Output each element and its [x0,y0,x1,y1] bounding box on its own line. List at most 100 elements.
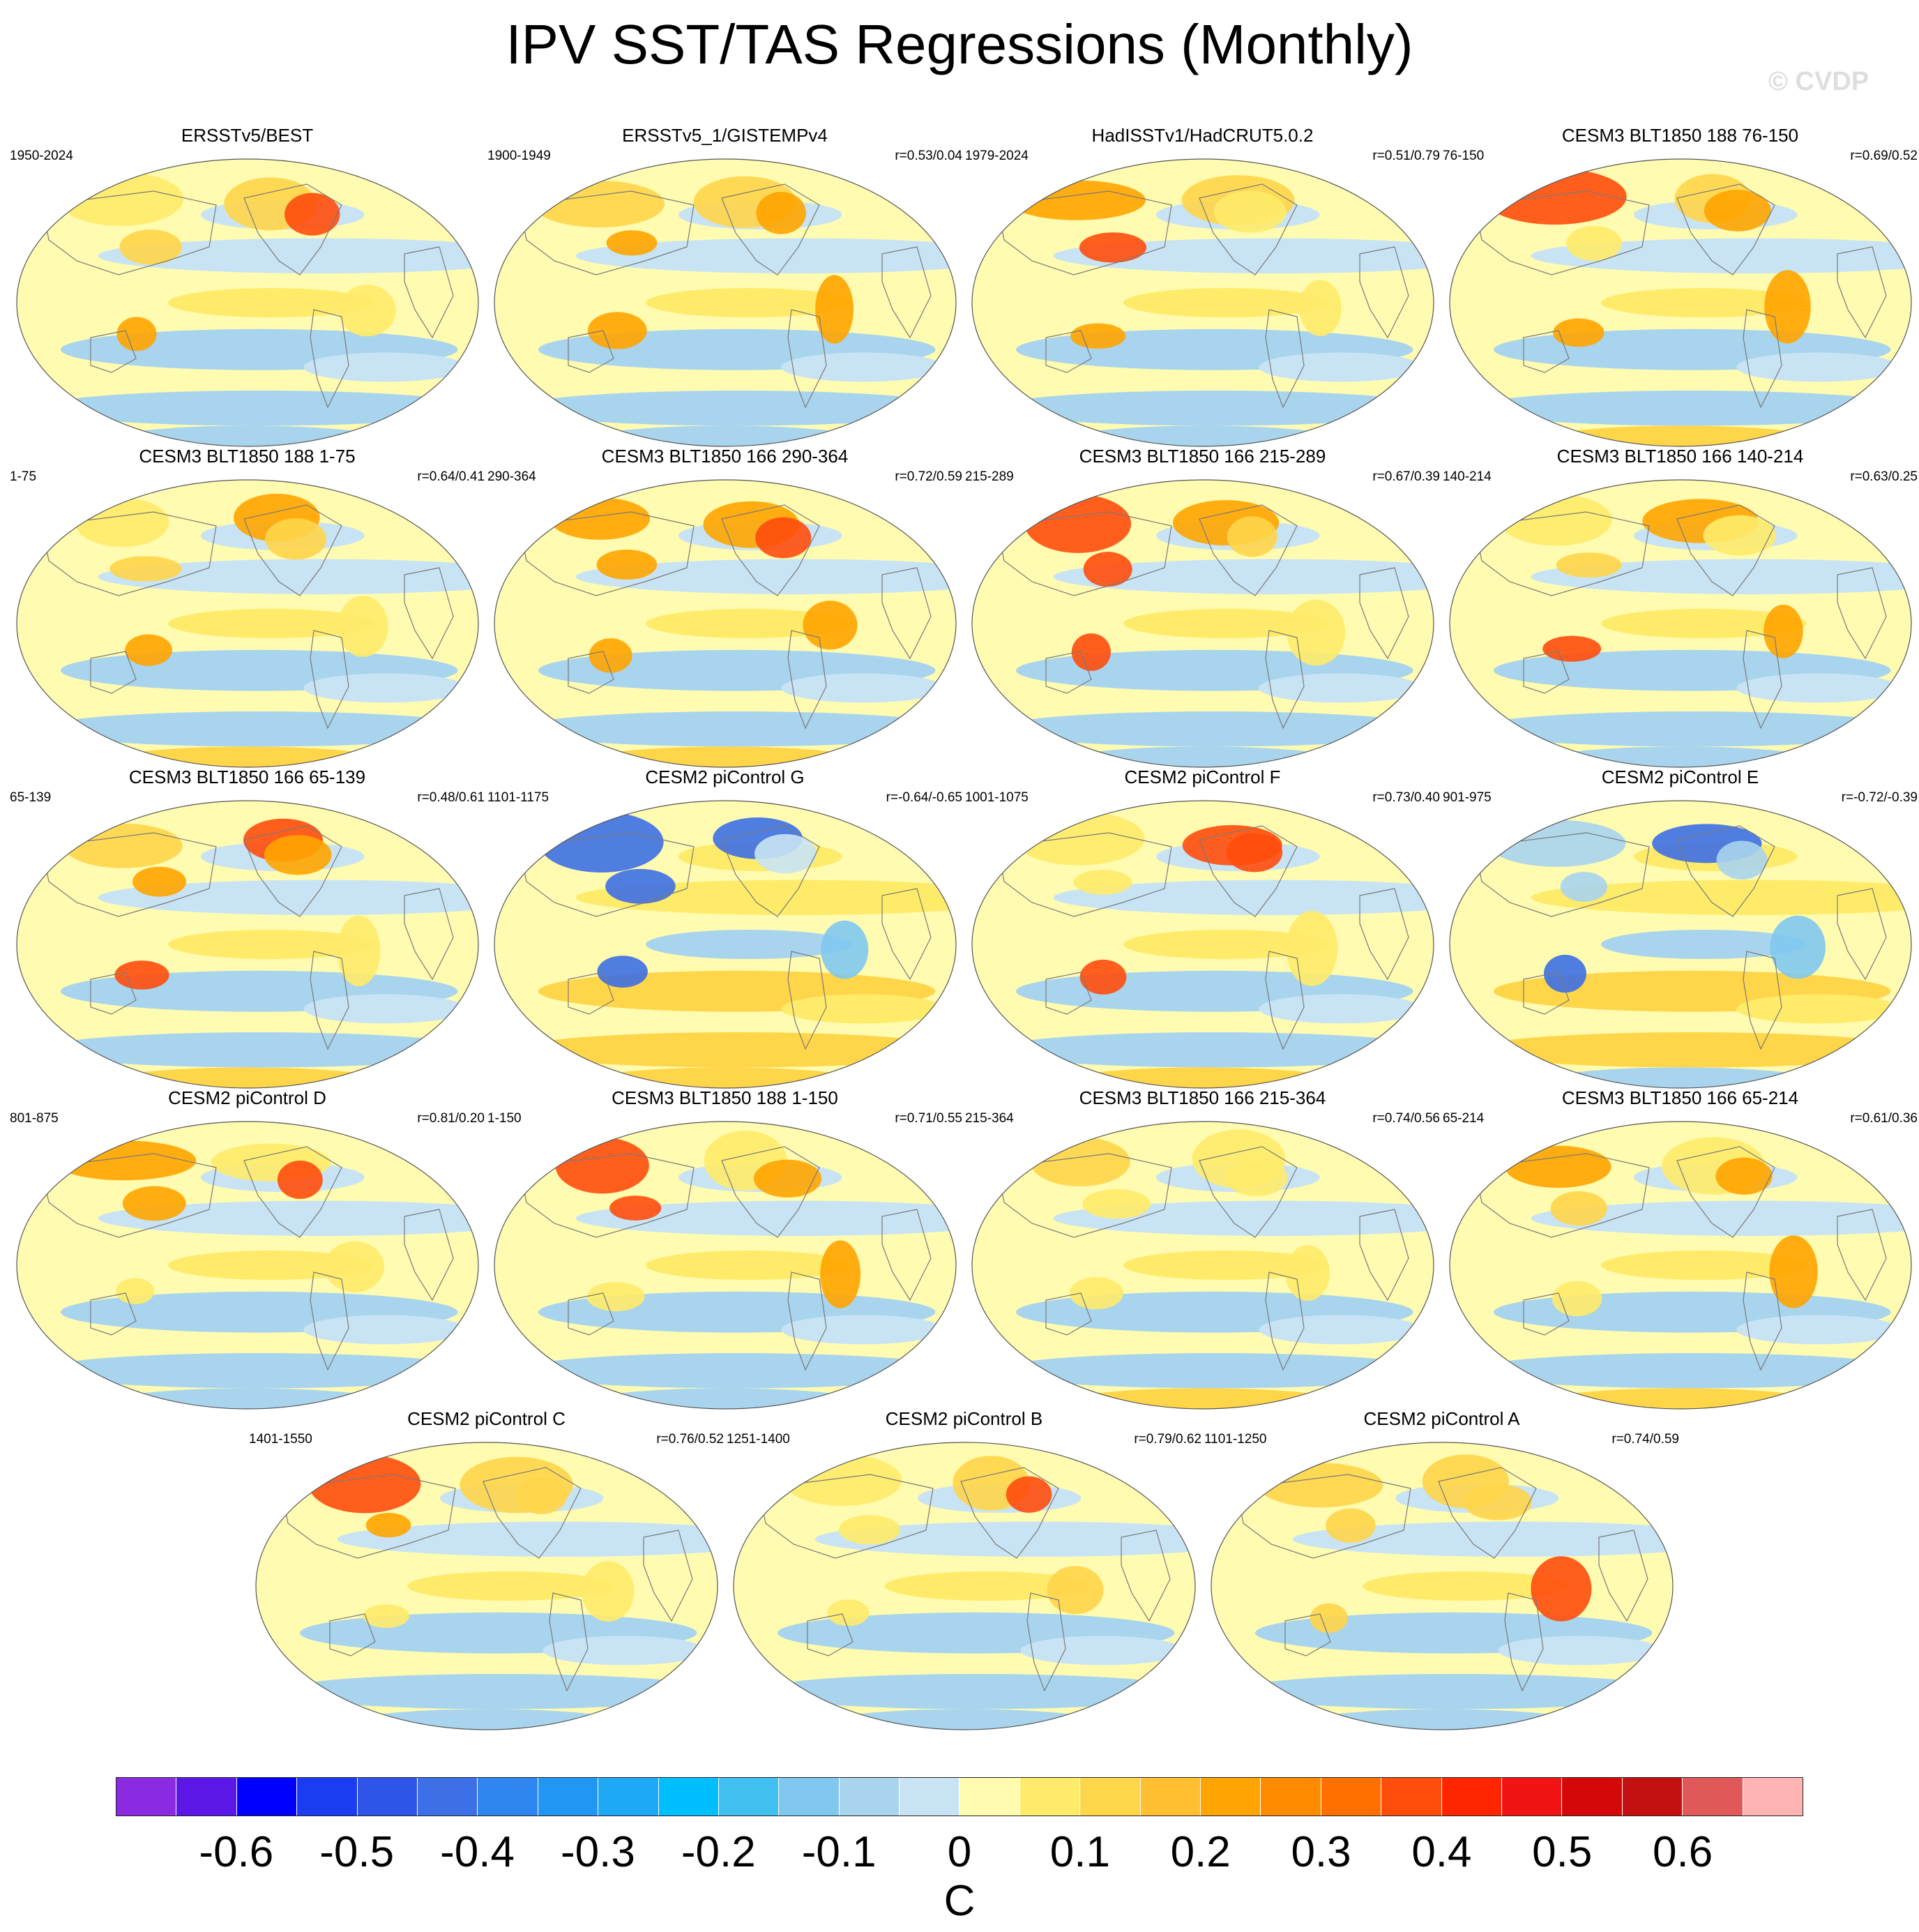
warm-anomaly-region [114,960,169,990]
continent-outline [41,832,217,917]
continent-outline [1265,630,1305,730]
colorbar-swatch [1743,1778,1803,1816]
warm-anomaly-region [821,920,869,979]
colorbar-tick-label: 0.3 [1291,1828,1351,1876]
panel-years: 801-875 [10,1111,59,1126]
tropical-pacific-anomaly [1601,288,1807,317]
colorbar-swatch [1261,1778,1321,1816]
panel-title: ERSSTv5/BEST [181,125,314,146]
warm-anomaly-region [803,601,858,650]
antarctic-anomaly [585,425,865,446]
continent-outline [1359,567,1409,660]
continent-outline [41,511,217,596]
tropical-pacific-anomaly [1123,930,1329,959]
map-panel: CESM2 piControl C 1401-1550 r=0.76/0.52 [248,1408,725,1735]
antarctic-anomaly [1063,746,1343,767]
warm-anomaly-region [538,811,664,873]
map-border [1449,800,1912,1089]
continent-outline [568,972,614,1015]
continent-outline [1474,832,1650,917]
tropical-pacific-anomaly [646,609,851,638]
panel-title: CESM2 piControl E [1601,767,1759,787]
panel-title: CESM2 piControl B [885,1408,1043,1429]
panel-title: CESM3 BLT1850 188 1-150 [612,1087,838,1108]
cool-anomaly-region [515,1032,956,1068]
colorbar-swatch [116,1778,177,1816]
panel-title: ERSSTv5_1/GISTEMPv4 [622,125,828,146]
warm-anomaly-region [1763,604,1803,658]
continent-outline [758,1474,934,1559]
panel-title: HadISSTv1/HadCRUT5.0.2 [1091,125,1314,146]
continent-outline [1236,1474,1411,1559]
tropical-pacific-anomaly [407,1571,613,1601]
continent-outline [721,1146,820,1238]
continent-outline [1045,651,1092,694]
panel-correlation: r=0.81/0.20 [417,1111,485,1126]
panel-years: 65-139 [10,790,52,805]
antarctic-anomaly [1063,1067,1343,1088]
panel-years: 1101-1250 [1204,1432,1267,1447]
panel-years: 1001-1075 [965,790,1029,805]
continent-outline [1504,1592,1544,1692]
warm-anomaly-region [1703,515,1777,556]
warm-anomaly-region [582,1561,635,1622]
colorbar-swatch [960,1778,1020,1816]
continent-outline [1265,309,1305,409]
warm-anomaly-region [285,193,340,236]
cool-anomaly-region [1736,673,1900,703]
tropical-pacific-anomaly [1123,1251,1329,1280]
colorbar-tick-label: 0.5 [1532,1828,1593,1876]
cool-anomaly-region [1259,352,1423,382]
continent-outline [1743,1271,1782,1371]
tropical-pacific-anomaly [1601,930,1807,959]
cool-anomaly-region [303,352,467,382]
panel-title: CESM2 piControl F [1124,767,1281,787]
antarctic-anomaly [585,1388,865,1409]
continent-outline [1359,246,1409,339]
warm-anomaly-region [783,1454,902,1507]
continent-outline [1523,330,1570,373]
continent-outline [1743,309,1782,409]
robinson-map [16,800,479,1089]
warm-anomaly-region [753,1159,822,1198]
warm-anomaly-region [1024,494,1132,553]
tropical-pacific-anomaly [1123,609,1329,638]
map-panel: CESM2 piControl B 1251-1400 r=0.79/0.62 [725,1408,1203,1735]
warm-anomaly-region [265,518,327,560]
tropical-pacific-anomaly [1601,1251,1807,1280]
continent-outline [996,511,1172,596]
antarctic-anomaly [1063,425,1343,446]
cool-anomaly-region [992,1353,1434,1389]
warm-anomaly-region [58,172,184,226]
watermark: © CVDP [1768,67,1869,96]
panel-years: 1401-1550 [249,1432,312,1447]
robinson-map [494,479,957,768]
panel-correlation: r=0.74/0.56 [1372,1111,1440,1126]
continent-outline [519,832,695,917]
warm-anomaly-region [515,1477,568,1514]
colorbar-swatch [1562,1778,1623,1816]
antarctic-anomaly [585,1067,865,1088]
map-panel: CESM3 BLT1850 188 1-150 1-150 r=0.71/0.55 [486,1087,964,1414]
warm-anomaly-region [549,497,651,540]
antarctic-anomaly [585,746,865,767]
colorbar-swatch [900,1778,960,1816]
colorbar-swatch [417,1778,478,1816]
warm-anomaly-region [1770,915,1826,979]
robinson-map [494,158,957,447]
continent-outline [721,825,820,917]
continent-outline [90,1292,137,1336]
continent-outline [1284,1613,1331,1656]
cool-anomaly-region [303,673,467,703]
panel-years: 65-214 [1443,1111,1485,1126]
map-panel: CESM3 BLT1850 188 76-150 76-150 r=0.69/0.5… [1441,124,1919,452]
cool-anomaly-region [1470,711,1911,747]
map-panel: CESM2 piControl A 1101-1250 r=0.74/0.59 [1203,1408,1681,1735]
continent-outline [807,1613,854,1656]
map-panel: CESM3 BLT1850 166 215-364 215-364 r=0.74/0… [964,1087,1441,1414]
continent-outline [1523,1292,1570,1336]
tropical-pacific-anomaly [1363,1571,1568,1601]
continent-outline [568,651,614,694]
warm-anomaly-region [589,638,632,673]
continent-outline [243,504,342,596]
